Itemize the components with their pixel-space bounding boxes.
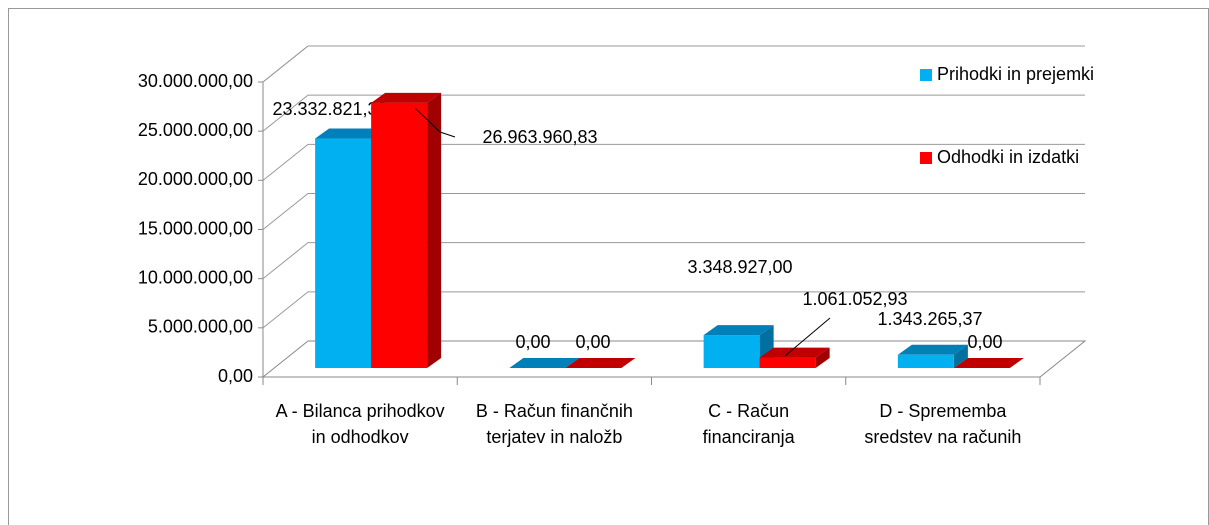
bar-face: [371, 92, 442, 103]
grid-line: [262, 143, 1085, 181]
leader-line: [414, 107, 456, 138]
data-label: 0,00: [967, 332, 1002, 352]
legend-swatch: [920, 152, 932, 164]
data-label: 1.061.052,93: [802, 289, 907, 309]
floor: [261, 340, 1087, 378]
bar-face: [565, 358, 636, 368]
bar-front: [759, 357, 816, 368]
legend-label: Prihodki in prejemki: [937, 64, 1094, 84]
y-tick-label: 25.000.000,00: [138, 120, 253, 140]
bar-front: [315, 138, 372, 368]
grid-line: [262, 45, 1085, 83]
bar-front: [703, 335, 760, 368]
x-tick-label: B - Račun finančnih terjatev in naložb: [475, 401, 633, 447]
bar: [509, 358, 580, 368]
y-tick-label: 5.000.000,00: [148, 317, 253, 337]
bar: [371, 92, 442, 369]
y-tick-label: 10.000.000,00: [138, 267, 253, 287]
bar-face: [759, 347, 830, 358]
data-label: 1.343.265,37: [877, 309, 982, 329]
grid-line: [262, 291, 1085, 329]
bar: [953, 358, 1024, 368]
bar-face: [815, 347, 830, 368]
y-tick-label: 15.000.000,00: [138, 218, 253, 238]
bar: [759, 347, 830, 368]
y-tick-label: 30.000.000,00: [138, 71, 253, 91]
data-label: 0,00: [515, 332, 550, 352]
legend-swatch: [920, 69, 932, 81]
bar: [897, 344, 968, 368]
y-tick-label: 20.000.000,00: [138, 169, 253, 189]
bar-face: [953, 358, 1024, 368]
bar-face: [509, 358, 580, 368]
bar: [565, 358, 636, 368]
data-label: 23.332.821,39: [272, 99, 387, 119]
data-label: 0,00: [575, 332, 610, 352]
x-tick-label: C - Račun financiranja: [702, 401, 795, 447]
data-label: 26.963.960,83: [482, 127, 597, 147]
grid-line: [262, 193, 1085, 230]
bar-face: [897, 344, 968, 355]
bar-face: [953, 344, 968, 368]
bar-front: [897, 354, 954, 368]
grid-line: [262, 242, 1085, 280]
grid-line: [262, 94, 1085, 132]
leader-line: [784, 317, 831, 357]
data-label: 3.348.927,00: [687, 257, 792, 277]
bar-face: [315, 128, 386, 139]
y-tick-label: 0,00: [218, 366, 253, 386]
bar-face: [427, 92, 442, 369]
x-tick-label: D - Sprememba sredstev na računih: [864, 401, 1022, 447]
legend-label: Odhodki in izdatki: [937, 147, 1079, 167]
bar-front: [371, 102, 428, 369]
bar-face: [703, 325, 774, 336]
x-tick-label: A - Bilanca prihodkov in odhodkov: [275, 401, 445, 447]
